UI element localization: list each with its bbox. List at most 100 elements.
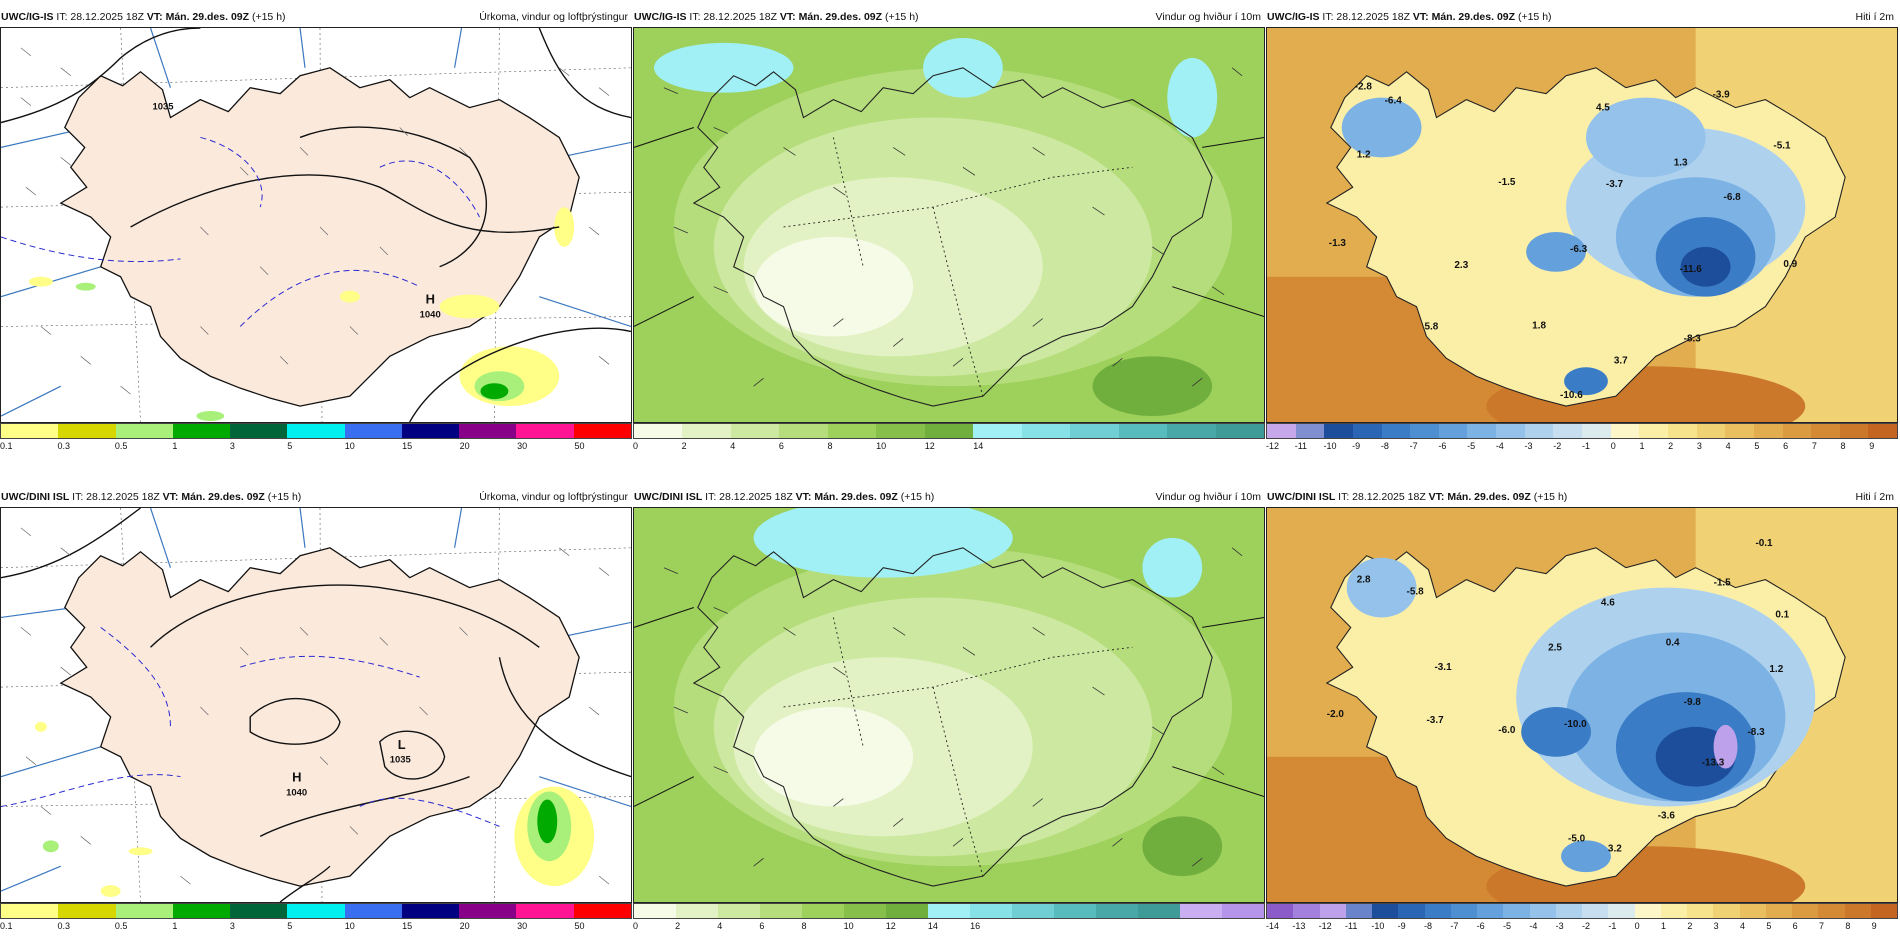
pressure-center-value: 1040 bbox=[420, 310, 441, 321]
colorbar-label: -2 bbox=[1553, 441, 1562, 451]
colorbar-swatch bbox=[172, 904, 231, 918]
temp-value: -0.1 bbox=[1755, 538, 1773, 549]
cold-areas bbox=[1341, 97, 1806, 396]
colorbar-label: 50 bbox=[574, 441, 585, 451]
colorbar-label: 7 bbox=[1811, 441, 1817, 451]
colorbar-swatch bbox=[1, 904, 59, 918]
precip-colorbar bbox=[0, 423, 632, 439]
colorbar-label: 2 bbox=[1668, 441, 1674, 451]
colorbar-swatch bbox=[1610, 424, 1640, 438]
colorbar-swatch bbox=[676, 904, 718, 918]
colorbar-swatch bbox=[928, 904, 970, 918]
colorbar-swatch bbox=[1496, 424, 1525, 438]
colorbar-label: 5 bbox=[1766, 921, 1772, 931]
colorbar-label: 4 bbox=[1740, 921, 1746, 931]
colorbar-label: -12 bbox=[1266, 441, 1280, 451]
model-label: UWC/IG-IS bbox=[634, 11, 687, 23]
panel-title: Vindur og hviður í 10m bbox=[1155, 491, 1261, 503]
colorbar-label: 0.3 bbox=[57, 441, 70, 451]
colorbar-swatch bbox=[1398, 904, 1425, 918]
colorbar-swatch bbox=[1818, 904, 1845, 918]
colorbar-swatch bbox=[287, 424, 345, 438]
colorbar-swatch bbox=[779, 424, 828, 438]
colorbar-swatch bbox=[973, 424, 1022, 438]
colorbar-swatch bbox=[1792, 904, 1819, 918]
colorbar-swatch bbox=[1450, 904, 1477, 918]
panel-header: UWC/DINI ISL IT: 28.12.2025 18Z VT: Mán.… bbox=[0, 488, 632, 506]
colorbar-label: 4 bbox=[1725, 441, 1731, 451]
wind-colorbar-labels: 0 2 4 6 8 10 12 14 bbox=[633, 441, 1265, 455]
colorbar-label: 1 bbox=[172, 921, 178, 931]
colorbar-swatch bbox=[1215, 424, 1265, 438]
colorbar-swatch bbox=[760, 904, 802, 918]
model-label: UWC/DINI ISL bbox=[1, 491, 70, 503]
colorbar-swatch bbox=[287, 904, 345, 918]
panel-precip-ig: UWC/IG-IS IT: 28.12.2025 18Z VT: Mán. 29… bbox=[0, 8, 632, 470]
panel-wind-ig: UWC/IG-IS IT: 28.12.2025 18Z VT: Mán. 29… bbox=[633, 8, 1265, 470]
colorbar-label: 14 bbox=[927, 921, 938, 931]
colorbar-swatch bbox=[1739, 904, 1766, 918]
colorbar-label: 5 bbox=[287, 921, 293, 931]
colorbar-label: 14 bbox=[973, 441, 984, 451]
colorbar-swatch bbox=[115, 904, 173, 918]
colorbar-label: -3 bbox=[1555, 921, 1564, 931]
colorbar-swatch bbox=[573, 424, 631, 438]
colorbar-label: -12 bbox=[1318, 921, 1332, 931]
colorbar-label: 1 bbox=[172, 441, 178, 451]
panel-wind-dini: UWC/DINI ISL IT: 28.12.2025 18Z VT: Mán.… bbox=[633, 488, 1265, 950]
colorbar-swatch bbox=[1811, 424, 1840, 438]
colorbar-label: 1 bbox=[1661, 921, 1667, 931]
temp-value: -1.5 bbox=[1714, 578, 1732, 589]
pressure-center-letter: L bbox=[398, 737, 406, 752]
colorbar-swatch bbox=[1634, 904, 1661, 918]
panel-title: Úrkoma, vindur og loftþrýstingur bbox=[479, 491, 628, 503]
colorbar-swatch bbox=[1765, 904, 1792, 918]
lead-label: (+15 h) bbox=[1533, 491, 1568, 503]
colorbar-label: 1 bbox=[1639, 441, 1645, 451]
precip-colorbar-labels: 0.1 0.3 0.5 1 3 5 10 15 20 30 50 bbox=[0, 921, 632, 935]
colorbar-label: 3 bbox=[1696, 441, 1702, 451]
temp-value: -10.0 bbox=[1564, 719, 1587, 730]
model-label: UWC/DINI ISL bbox=[1267, 491, 1336, 503]
colorbar-swatch bbox=[1054, 904, 1096, 918]
colorbar-swatch bbox=[1608, 904, 1635, 918]
colorbar-swatch bbox=[970, 904, 1012, 918]
vt-label: VT: Mán. 29.des. 09Z bbox=[779, 11, 883, 23]
temp-value: -6.4 bbox=[1385, 96, 1403, 107]
temp-value: 1.2 bbox=[1357, 149, 1371, 160]
colorbar-swatch bbox=[844, 904, 886, 918]
colorbar-label: 8 bbox=[827, 441, 833, 451]
colorbar-label: 15 bbox=[402, 441, 413, 451]
colorbar-label: 20 bbox=[459, 921, 470, 931]
precip-colorbar-labels: 0.1 0.3 0.5 1 3 5 10 15 20 30 50 bbox=[0, 441, 632, 455]
pressure-center-value: 1040 bbox=[286, 788, 307, 799]
wind-map bbox=[633, 27, 1265, 423]
colorbar-swatch bbox=[1167, 424, 1216, 438]
wind-arrows bbox=[663, 547, 1243, 867]
colorbar-swatch bbox=[1696, 424, 1726, 438]
colorbar-label: 6 bbox=[759, 921, 765, 931]
colorbar-swatch bbox=[1118, 424, 1168, 438]
temp-map-svg: -2.8 -6.4 1.2 4.5 -3.9 -5.1 1.3 -1.5 -3.… bbox=[1267, 28, 1897, 422]
colorbar-label: 2 bbox=[1687, 921, 1693, 931]
precip-map: H 1040 L 1035 bbox=[0, 507, 632, 903]
temp-value: -3.6 bbox=[1658, 810, 1676, 821]
colorbar-swatch bbox=[1524, 424, 1554, 438]
it-label: IT: 28.12.2025 18Z bbox=[72, 491, 160, 503]
temp-value: -11.6 bbox=[1680, 264, 1703, 275]
colorbar-swatch bbox=[1529, 904, 1556, 918]
colorbar-swatch bbox=[924, 424, 974, 438]
vt-label: VT: Mán. 29.des. 09Z bbox=[146, 11, 250, 23]
temp-value: -3.7 bbox=[1426, 715, 1444, 726]
colorbar-swatch bbox=[1477, 904, 1504, 918]
colorbar-swatch bbox=[459, 424, 517, 438]
colorbar-swatch bbox=[1660, 904, 1687, 918]
colorbar-label: 12 bbox=[885, 921, 896, 931]
wind-colorbar bbox=[633, 903, 1265, 919]
temp-value: -6.3 bbox=[1570, 244, 1588, 255]
temp-value: 0.9 bbox=[1783, 259, 1797, 270]
colorbar-label: -9 bbox=[1352, 441, 1361, 451]
colorbar-swatch bbox=[1, 424, 59, 438]
colorbar-label: 16 bbox=[970, 921, 981, 931]
colorbar-swatch bbox=[1438, 424, 1468, 438]
